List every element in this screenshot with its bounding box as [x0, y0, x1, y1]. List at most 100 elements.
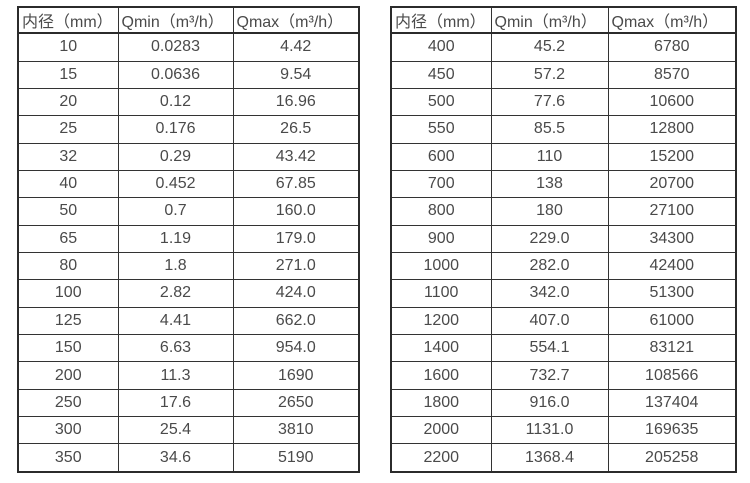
table-cell: 350 — [17, 443, 119, 473]
table-cell: 732.7 — [490, 361, 609, 390]
table-cell: 15 — [17, 60, 119, 89]
table-row: 100 2.82 424.0 — [17, 279, 360, 308]
table-cell: 42400 — [607, 251, 737, 281]
table-cell: 550 — [390, 115, 492, 144]
table-cell: 11.3 — [117, 361, 234, 390]
table-cell: 0.452 — [117, 169, 234, 199]
table-cell: 5190 — [232, 443, 360, 473]
table-cell: 0.0283 — [117, 32, 234, 62]
table-cell: 50 — [17, 197, 119, 226]
table-row: 1800 916.0 137404 — [390, 388, 737, 418]
table-cell: 180 — [490, 197, 609, 226]
table-row: 20 0.12 16.96 — [17, 87, 360, 117]
table-cell: 110 — [490, 142, 609, 171]
table-cell: 51300 — [607, 279, 737, 308]
header-row: 内径（mm） Qmin（m³/h） Qmax（m³/h） — [390, 6, 737, 34]
table-row: 15 0.0636 9.54 — [17, 60, 360, 89]
table-cell: 43.42 — [232, 142, 360, 171]
table-cell: 600 — [390, 142, 492, 171]
table-cell: 0.7 — [117, 197, 234, 226]
table-row: 125 4.41 662.0 — [17, 306, 360, 336]
table-cell: 8570 — [607, 60, 737, 89]
table-row: 2200 1368.4 205258 — [390, 443, 737, 473]
table-cell: 100 — [17, 279, 119, 308]
table-cell: 1200 — [390, 306, 492, 336]
table-row: 50 0.7 160.0 — [17, 197, 360, 226]
table-row: 200 11.3 1690 — [17, 361, 360, 390]
table-cell: 0.176 — [117, 115, 234, 144]
table-cell: 67.85 — [232, 169, 360, 199]
table-cell: 125 — [17, 306, 119, 336]
table-cell: 34300 — [607, 224, 737, 253]
table-cell: 32 — [17, 142, 119, 171]
table-cell: 450 — [390, 60, 492, 89]
table-cell: 1800 — [390, 388, 492, 418]
table-cell: 26.5 — [232, 115, 360, 144]
table-cell: 407.0 — [490, 306, 609, 336]
table-cell: 916.0 — [490, 388, 609, 418]
column-header: Qmin（m³/h） — [490, 6, 609, 34]
table-cell: 80 — [17, 251, 119, 281]
table-cell: 34.6 — [117, 443, 234, 473]
table-row: 400 45.2 6780 — [390, 32, 737, 62]
flow-table-small-diameters: 内径（mm） Qmin（m³/h） Qmax（m³/h） 10 0.0283 4.42 1… — [17, 6, 360, 473]
table-cell: 1100 — [390, 279, 492, 308]
table-cell: 200 — [17, 361, 119, 390]
table-cell: 20 — [17, 87, 119, 117]
table-cell: 342.0 — [490, 279, 609, 308]
table-row: 1100 342.0 51300 — [390, 279, 737, 308]
table-cell: 800 — [390, 197, 492, 226]
table-cell: 45.2 — [490, 32, 609, 62]
table-cell: 65 — [17, 224, 119, 253]
table-cell: 25.4 — [117, 416, 234, 445]
table-cell: 16.96 — [232, 87, 360, 117]
table-row: 1000 282.0 42400 — [390, 251, 737, 281]
table-cell: 108566 — [607, 361, 737, 390]
table-cell: 300 — [17, 416, 119, 445]
table-cell: 554.1 — [490, 333, 609, 363]
table-row: 32 0.29 43.42 — [17, 142, 360, 171]
table-cell: 57.2 — [490, 60, 609, 89]
table-cell: 282.0 — [490, 251, 609, 281]
flow-rate-tables: 内径（mm） Qmin（m³/h） Qmax（m³/h） 10 0.0283 4.42 1… — [17, 6, 737, 473]
table-row: 250 17.6 2650 — [17, 388, 360, 418]
column-header: 内径（mm） — [390, 6, 492, 34]
table-cell: 1.19 — [117, 224, 234, 253]
table-cell: 9.54 — [232, 60, 360, 89]
table-row: 1600 732.7 108566 — [390, 361, 737, 390]
table-row: 500 77.6 10600 — [390, 87, 737, 117]
table-cell: 0.12 — [117, 87, 234, 117]
table-cell: 954.0 — [232, 333, 360, 363]
table-cell: 250 — [17, 388, 119, 418]
table-cell: 179.0 — [232, 224, 360, 253]
table-cell: 169635 — [607, 416, 737, 445]
table-row: 350 34.6 5190 — [17, 443, 360, 473]
table-row: 800 180 27100 — [390, 197, 737, 226]
table-cell: 4.41 — [117, 306, 234, 336]
table-cell: 6.63 — [117, 333, 234, 363]
table-row: 2000 1131.0 169635 — [390, 416, 737, 445]
table-cell: 1600 — [390, 361, 492, 390]
table-cell: 1690 — [232, 361, 360, 390]
table-row: 40 0.452 67.85 — [17, 169, 360, 199]
table-row: 700 138 20700 — [390, 169, 737, 199]
table-cell: 25 — [17, 115, 119, 144]
table-cell: 1131.0 — [490, 416, 609, 445]
flow-table-large-diameters: 内径（mm） Qmin（m³/h） Qmax（m³/h） 400 45.2 6780 45… — [390, 6, 737, 473]
table-cell: 10 — [17, 32, 119, 62]
table-row: 10 0.0283 4.42 — [17, 32, 360, 62]
table-cell: 400 — [390, 32, 492, 62]
table-row: 900 229.0 34300 — [390, 224, 737, 253]
table-cell: 205258 — [607, 443, 737, 473]
table-cell: 20700 — [607, 169, 737, 199]
table-cell: 138 — [490, 169, 609, 199]
table-cell: 1.8 — [117, 251, 234, 281]
table-cell: 61000 — [607, 306, 737, 336]
column-header: Qmin（m³/h） — [117, 6, 234, 34]
table-cell: 2650 — [232, 388, 360, 418]
table-row: 25 0.176 26.5 — [17, 115, 360, 144]
table-row: 1400 554.1 83121 — [390, 333, 737, 363]
table-cell: 1368.4 — [490, 443, 609, 473]
table-cell: 4.42 — [232, 32, 360, 62]
table-row: 80 1.8 271.0 — [17, 251, 360, 281]
